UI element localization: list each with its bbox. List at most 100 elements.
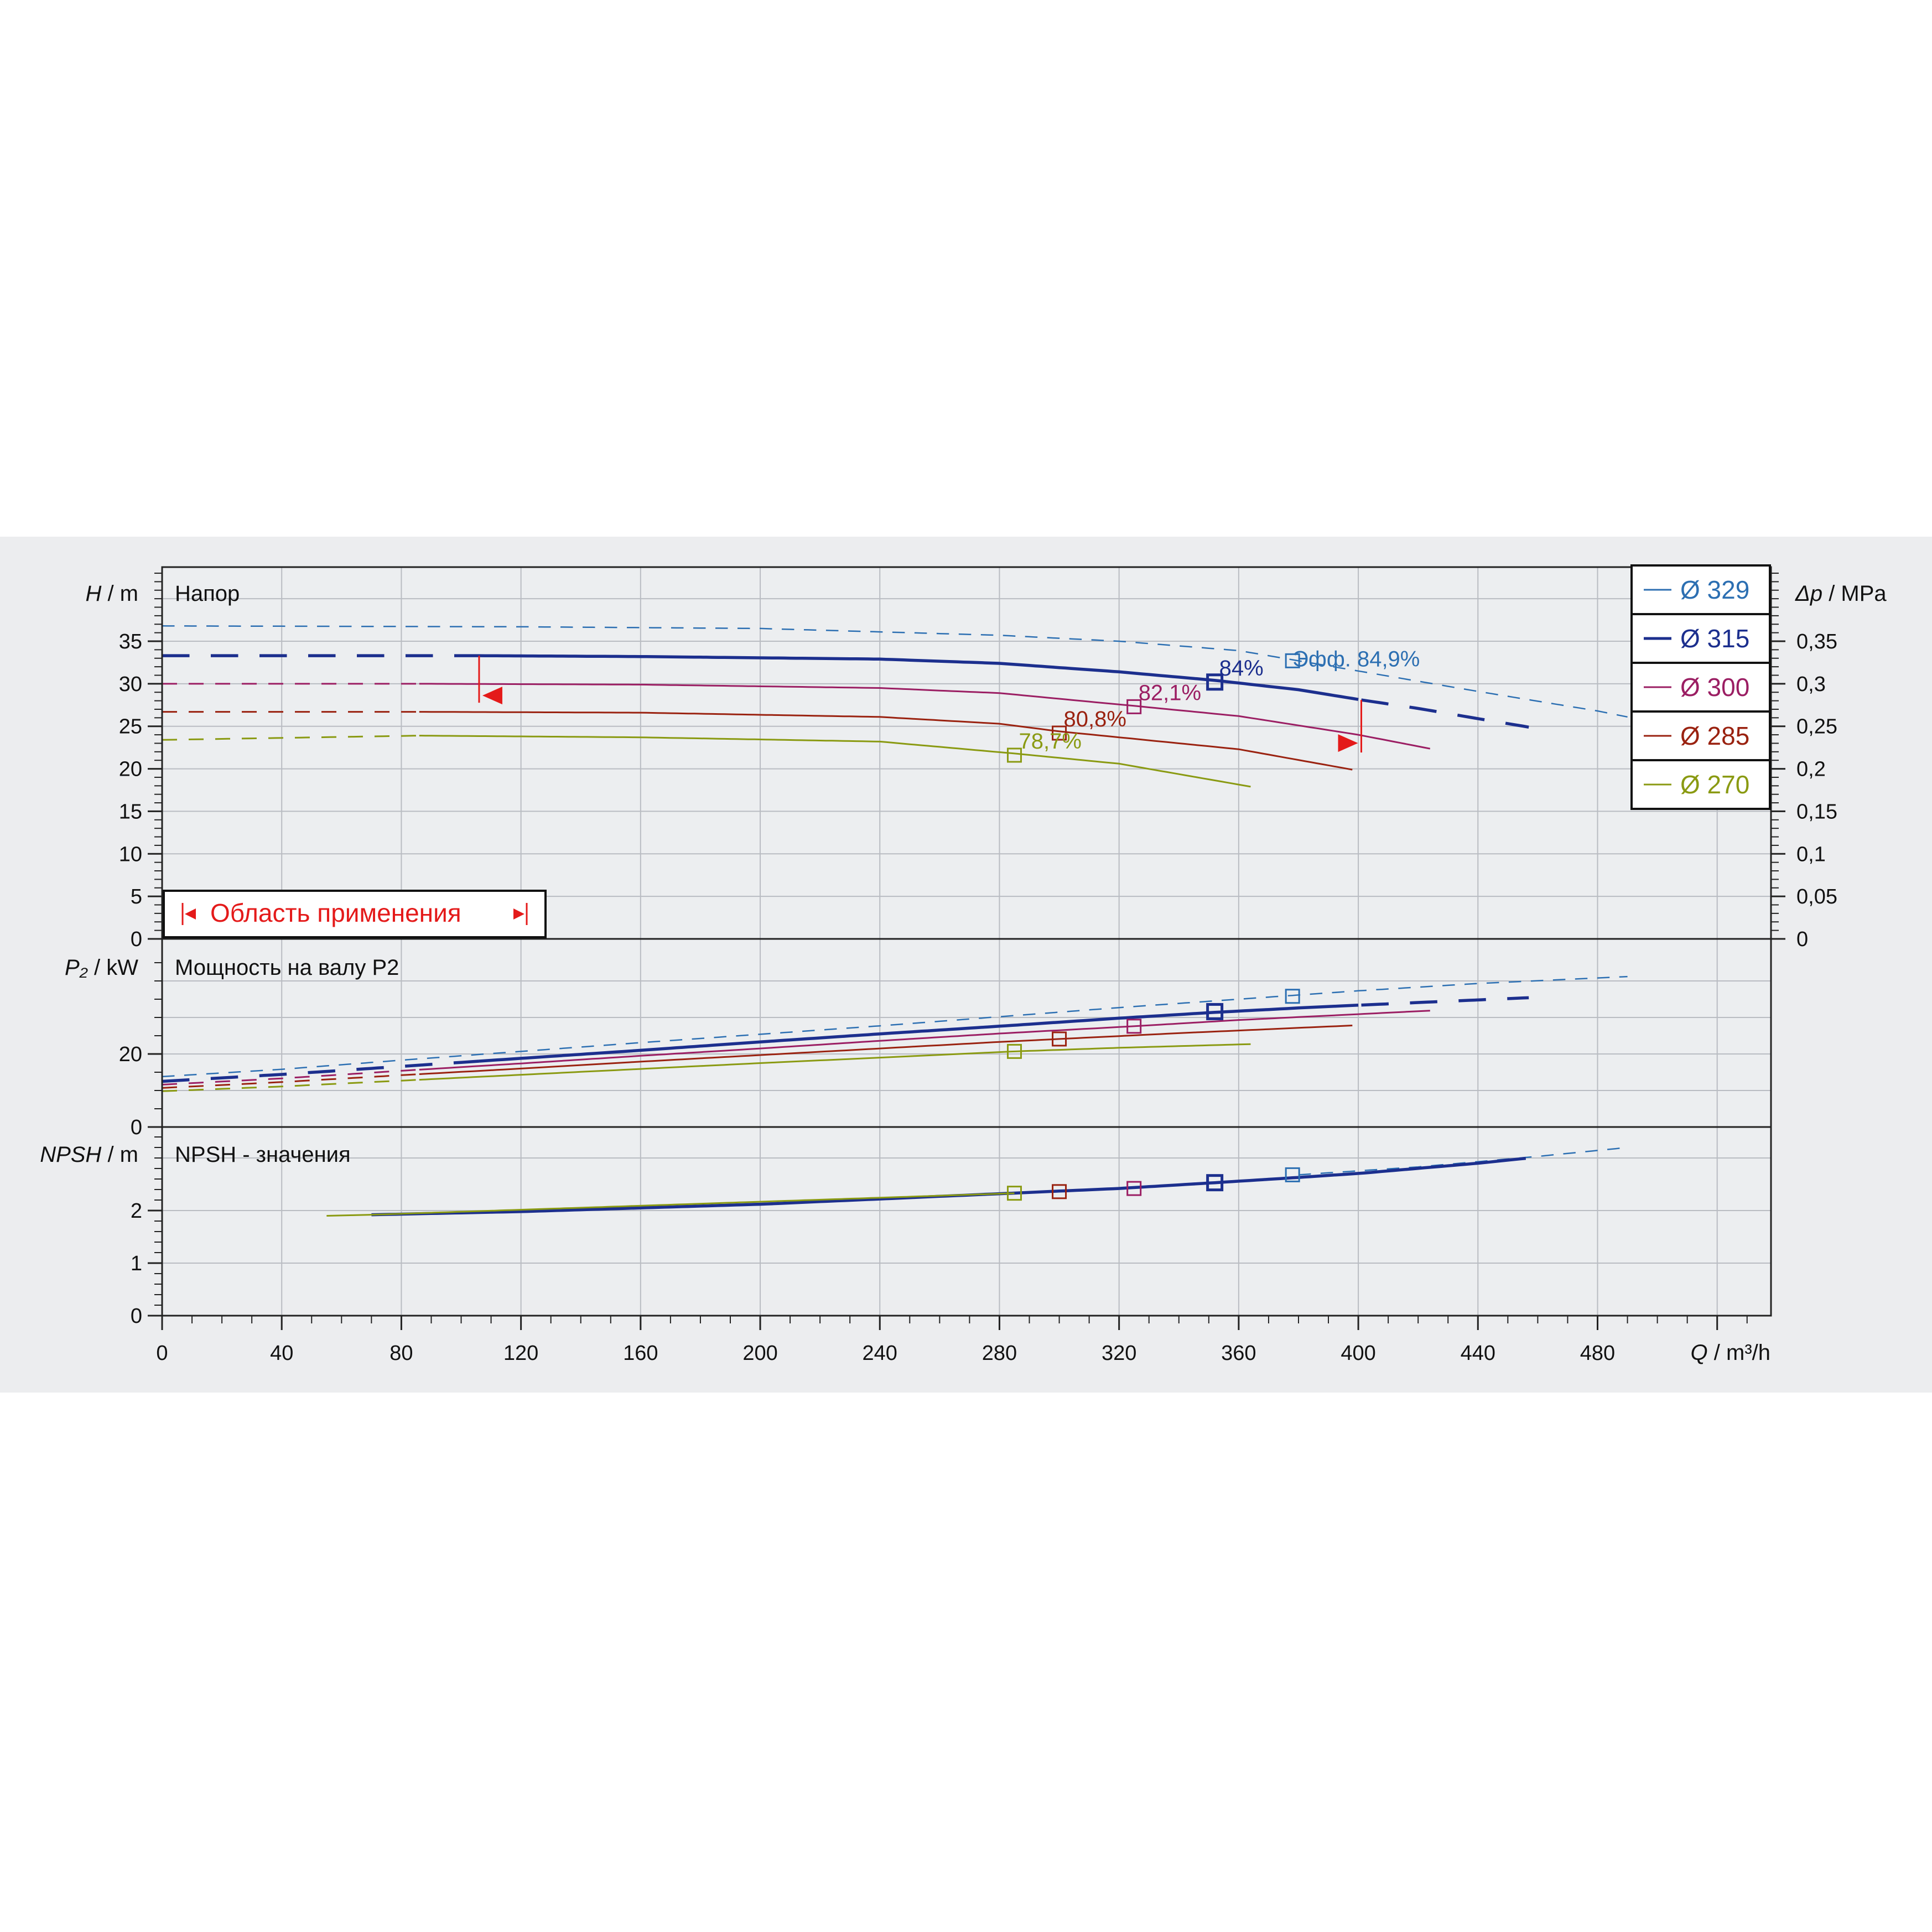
x-tick-label: 200 [742,1342,777,1365]
pump-curve-chart: 0510152025303502001200,050,10,150,20,250… [40,564,1887,1365]
power-curve-dashed [162,975,1628,1078]
x-axis-label-unit: / m³/h [1708,1341,1770,1365]
head-curve [419,711,1353,771]
markers [478,653,1362,1201]
x-tick-label: 40 [270,1342,293,1365]
head-axis-label-symbol: H [85,581,101,606]
dp-tick-label: 0,35 [1796,630,1837,653]
x-tick-label: 320 [1102,1342,1136,1365]
legend: Область применения Ø 329 Ø 315 Ø 300 Ø 285 Ø … [163,564,1771,938]
x-tick-label: 120 [503,1342,538,1365]
head-panel-title: Напор [175,581,240,606]
dp-tick-label: 0,15 [1796,800,1837,823]
power-curve-dashed-low [162,1060,480,1083]
head-tick-label: 15 [119,800,142,823]
efficiency-label: 84% [1219,656,1264,681]
power-curve-dashed-low [162,1073,419,1089]
head-tick-label: 35 [119,630,142,653]
head-bep-marker [1206,673,1224,691]
head-bep-marker [1285,653,1300,668]
npsh-tick-label: 2 [131,1199,142,1223]
dp-tick-label: 0 [1796,928,1808,951]
head-tick-label: 20 [119,758,142,781]
curves [162,625,1628,1217]
power-tick-label: 20 [119,1043,142,1066]
npsh-bep-marker [1052,1184,1067,1199]
dp-tick-label: 0,25 [1796,715,1837,739]
npsh-bep-marker [1126,1181,1142,1196]
x-tick-label: 440 [1461,1342,1495,1365]
power-bep-marker [1126,1019,1142,1034]
power-tick-label: 0 [131,1116,142,1139]
legend-label: Ø 315 [1680,624,1749,653]
x-tick-label: 0 [156,1342,168,1365]
npsh-tick-label: 0 [131,1305,142,1328]
operating-range-box [163,890,547,938]
npsh-bep-marker [1285,1167,1300,1182]
power-bep-marker [1052,1031,1067,1047]
legend-label: Ø 285 [1680,721,1749,750]
x-tick-label: 480 [1580,1342,1615,1365]
axes [148,566,1785,1330]
dp-tick-label: 0,1 [1796,843,1826,866]
head-tick-label: 25 [119,715,142,739]
range-min-arrow [482,687,502,705]
npsh-panel-title: NPSH - значения [175,1142,351,1167]
x-tick-label: 80 [389,1342,413,1365]
power-curve-dashed-low [162,1079,419,1092]
legend-label: Ø 329 [1680,575,1749,604]
efficiency-label: 82,1% [1139,681,1201,705]
npsh-axis-label-symbol: NPSH [40,1142,101,1167]
efficiency-label: Эфф. 84,9% [1292,647,1420,671]
x-tick-label: 400 [1341,1342,1375,1365]
legend-label: Ø 300 [1680,673,1749,702]
npsh-curve [1298,1146,1628,1176]
efficiency-label: 80,8% [1064,707,1126,731]
power-axis-label-unit: / kW [88,955,138,980]
range-box-arrow-right [513,908,524,920]
power-axis-label: P₂ / kW [65,955,138,980]
power-bep-marker [1285,989,1300,1004]
npsh-tick-label: 1 [131,1252,142,1275]
dp-axis-label-unit: / MPa [1822,581,1887,606]
power-axis-label-symbol: P₂ [65,955,88,980]
power-bep-marker [1206,1003,1224,1020]
dp-tick-label: 0,05 [1796,885,1837,908]
dp-axis-label: Δp / MPa [1795,581,1887,606]
range-box-arrow-left [185,908,196,920]
head-bep-marker [1052,725,1067,741]
grid [162,567,1771,1316]
power-panel-title: Мощность на валу P2 [175,955,399,980]
head-curve-dashed [162,625,1628,718]
head-axis-label-unit: / m [101,581,138,606]
x-tick-label: 360 [1221,1342,1256,1365]
head-tick-label: 0 [131,928,142,951]
power-bep-marker [1006,1043,1022,1059]
operating-range-label: Область применения [210,899,461,927]
legend-label: Ø 270 [1680,770,1749,799]
dp-tick-label: 0,2 [1796,758,1826,781]
power-curve [419,1010,1430,1071]
x-axis-label: Q / m³/h [1691,1341,1770,1365]
head-tick-label: 30 [119,673,142,696]
power-curve [419,1043,1251,1081]
head-tick-label: 5 [131,885,142,908]
chart-panel: 0 5 10 15 20 25 30 35 0 20 0 1 2 0 0,05 0,1 0,15 0,2 0,25 0… [0,537,1932,1393]
head-curve [419,683,1431,750]
dp-axis-label-symbol: Δp [1795,581,1822,606]
range-max-arrow [1338,734,1358,752]
efficiency-label: 78,7% [1019,729,1081,754]
x-tick-label: 280 [982,1342,1017,1365]
head-curve [419,735,1251,788]
labels: 0510152025303502001200,050,10,150,20,250… [40,581,1887,1365]
power-curve [419,1025,1353,1075]
x-axis-label-symbol: Q [1691,1341,1708,1365]
x-tick-label: 160 [623,1342,658,1365]
plot-frame [161,566,1772,1317]
power-curve [479,1004,1359,1063]
head-bep-marker [1006,747,1022,763]
head-bep-marker [1126,699,1142,714]
head-curve-dashed-low [162,735,419,741]
npsh-curve [326,1192,1015,1217]
dp-tick-label: 0,3 [1796,673,1826,696]
